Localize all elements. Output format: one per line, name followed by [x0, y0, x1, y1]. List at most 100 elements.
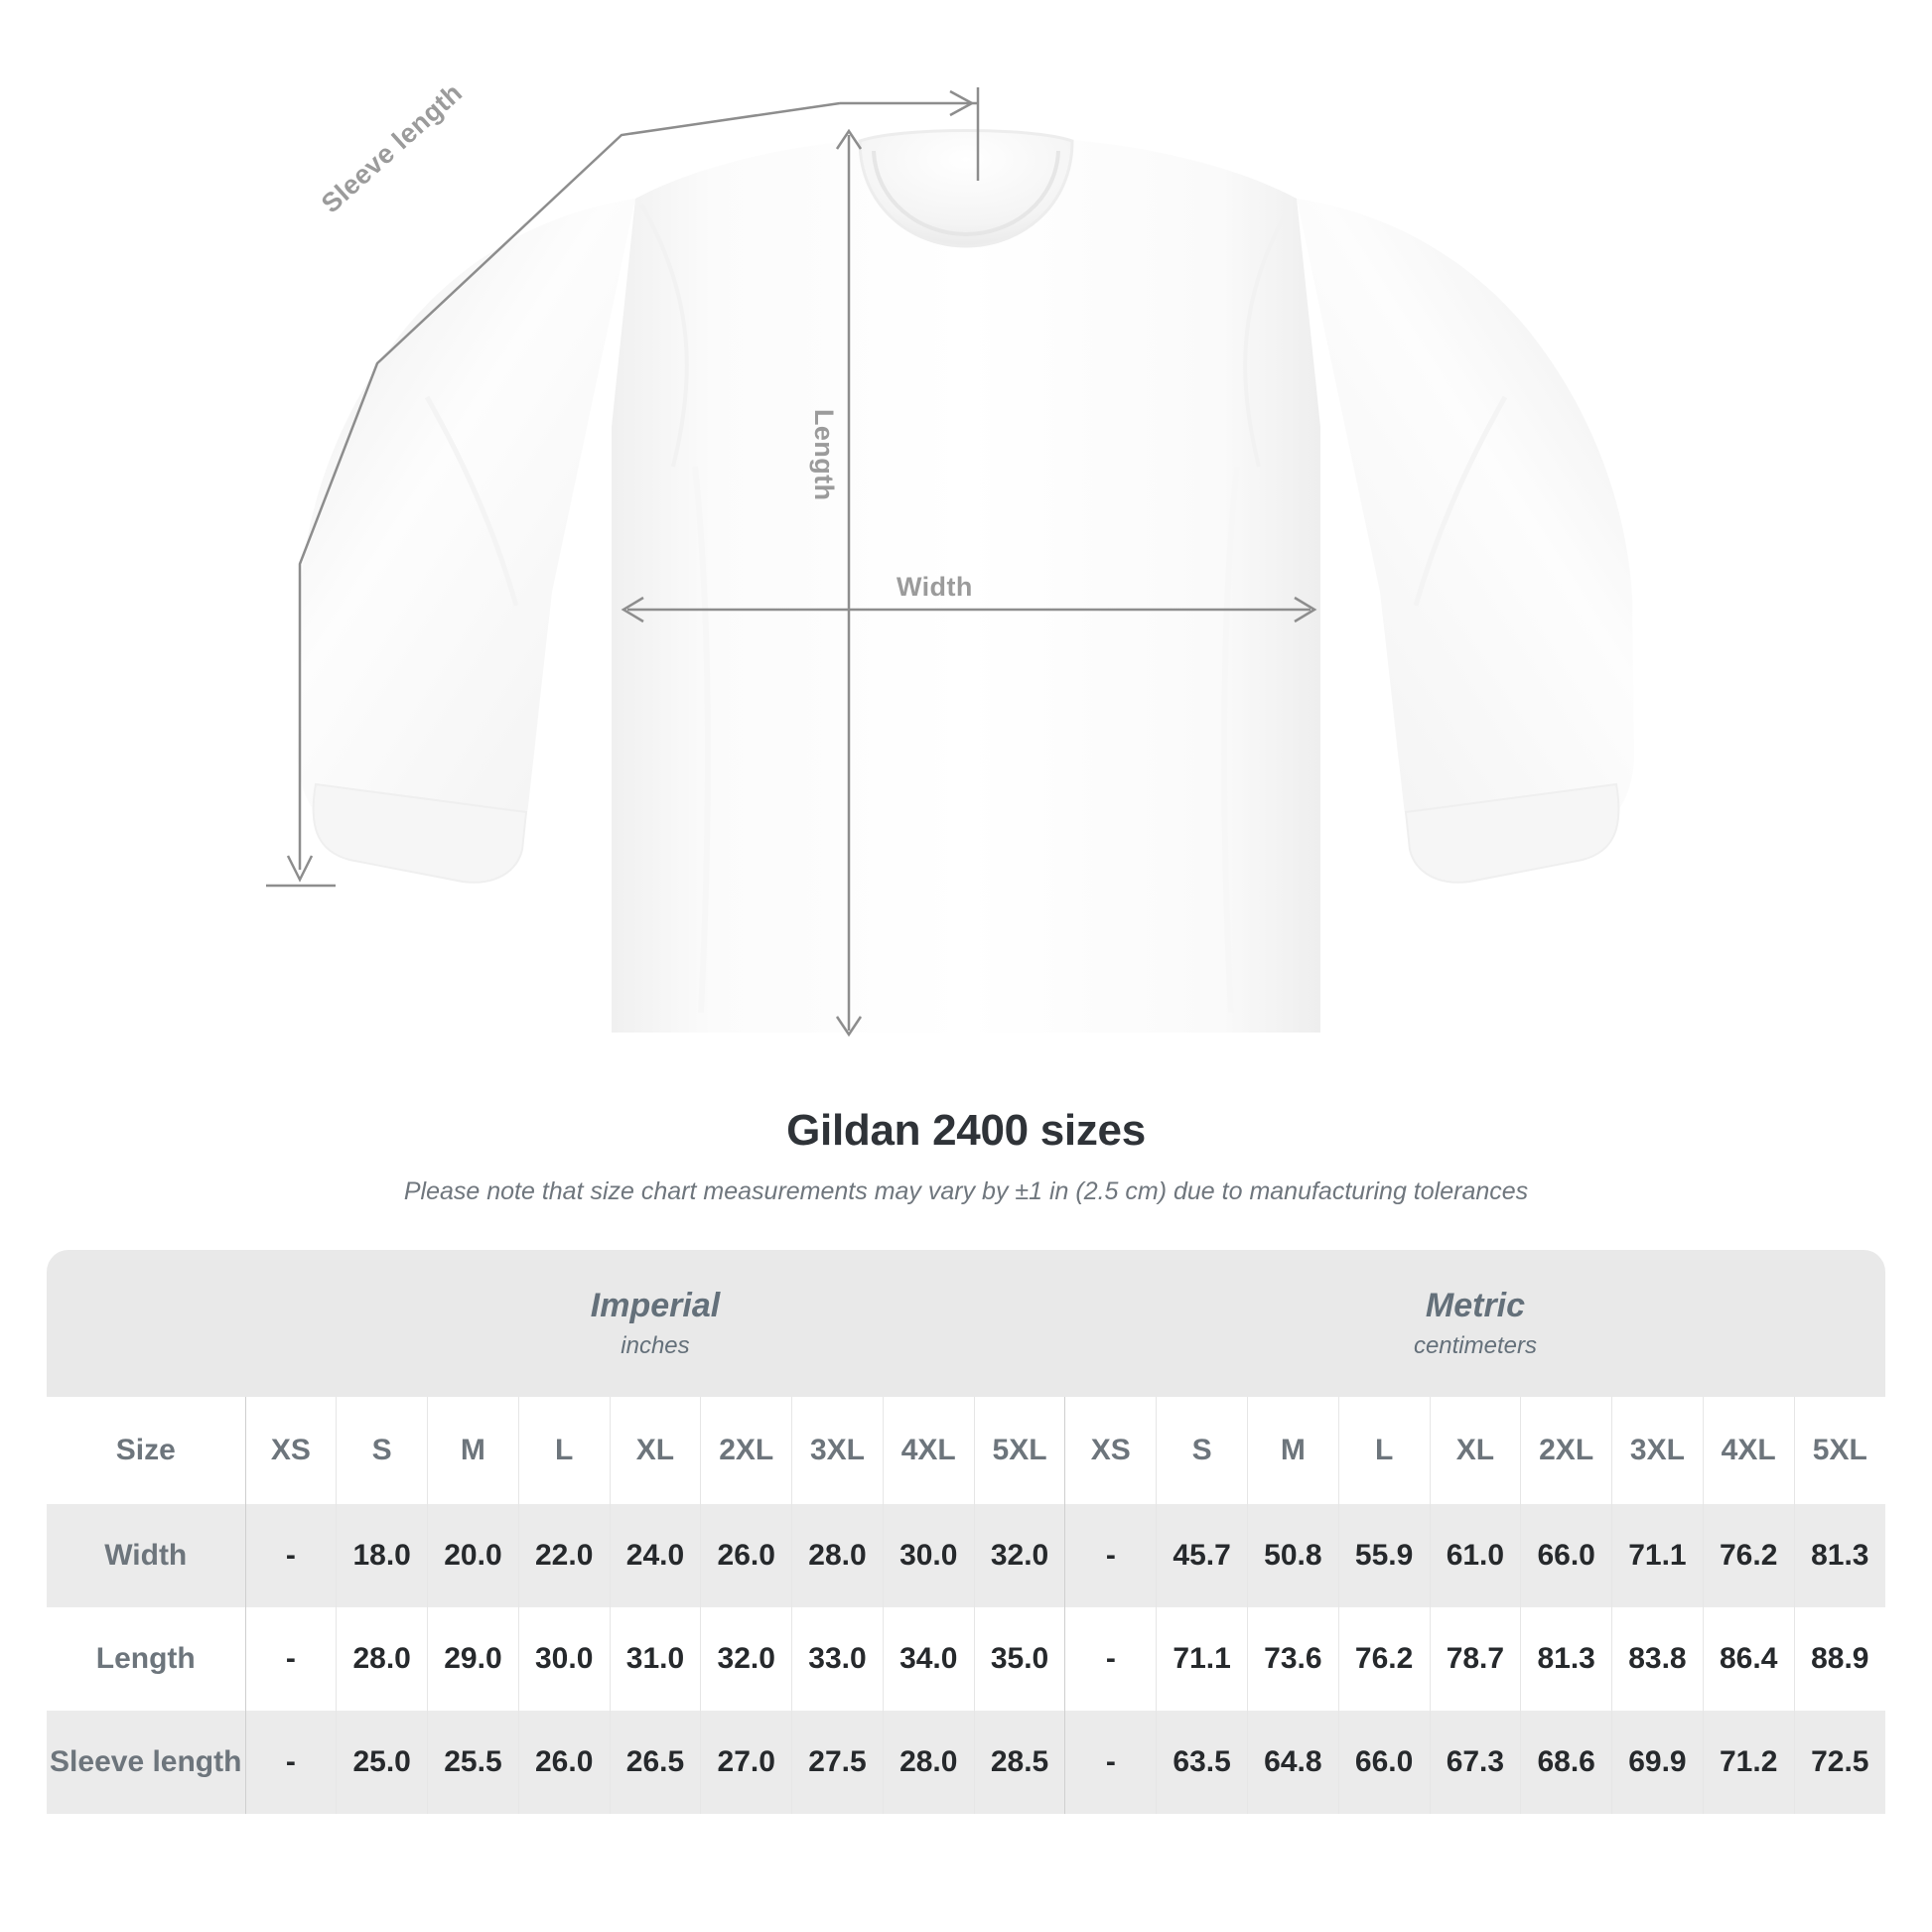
cell-width-imperial-s: 18.0: [336, 1504, 429, 1607]
row-label-width: Width: [47, 1504, 246, 1607]
size-header-3xl-metric: 3XL: [1611, 1397, 1704, 1504]
cell-sleeve-length-metric-4xl: 71.2: [1703, 1711, 1795, 1814]
sleeve-measure-line: [266, 87, 980, 888]
cell-sleeve-length-metric-m: 64.8: [1247, 1711, 1339, 1814]
length-measure-line: [835, 128, 863, 1037]
cell-length-metric-xl: 78.7: [1430, 1607, 1522, 1711]
cell-length-metric-5xl: 88.9: [1794, 1607, 1885, 1711]
cell-length-imperial-4xl: 34.0: [883, 1607, 975, 1711]
cell-width-metric-5xl: 81.3: [1794, 1504, 1885, 1607]
unit-name: centimeters: [1413, 1331, 1537, 1359]
cell-length-imperial-l: 30.0: [518, 1607, 611, 1711]
unit-corner-cell: [47, 1250, 246, 1397]
row-label-length: Length: [47, 1607, 246, 1711]
cell-width-imperial-xs: -: [245, 1504, 338, 1607]
size-header-xs-metric: XS: [1064, 1397, 1158, 1504]
cell-sleeve-length-imperial-3xl: 27.5: [791, 1711, 884, 1814]
tolerance-note: Please note that size chart measurements…: [403, 1177, 1529, 1205]
cell-width-imperial-l: 22.0: [518, 1504, 611, 1607]
cell-length-imperial-xs: -: [245, 1607, 338, 1711]
cell-length-metric-xs: -: [1064, 1607, 1158, 1711]
size-header-m-imperial: M: [427, 1397, 519, 1504]
unit-name: inches: [621, 1331, 690, 1359]
shirt-body-shape: [298, 129, 1634, 1033]
cell-sleeve-length-metric-s: 63.5: [1156, 1711, 1248, 1814]
unit-system-imperial: Imperial inches: [245, 1250, 1065, 1397]
cell-length-imperial-s: 28.0: [336, 1607, 429, 1711]
cell-width-metric-3xl: 71.1: [1611, 1504, 1704, 1607]
cell-sleeve-length-imperial-2xl: 27.0: [700, 1711, 793, 1814]
cell-sleeve-length-imperial-4xl: 28.0: [883, 1711, 975, 1814]
cell-width-metric-4xl: 76.2: [1703, 1504, 1795, 1607]
size-header-5xl-metric: 5XL: [1794, 1397, 1885, 1504]
cell-width-metric-xl: 61.0: [1430, 1504, 1522, 1607]
cell-width-imperial-5xl: 32.0: [974, 1504, 1066, 1607]
cell-length-imperial-5xl: 35.0: [974, 1607, 1066, 1711]
cell-width-metric-l: 55.9: [1338, 1504, 1431, 1607]
cell-width-imperial-xl: 24.0: [610, 1504, 702, 1607]
cell-sleeve-length-metric-xs: -: [1064, 1711, 1158, 1814]
page-title: Gildan 2400 sizes: [786, 1106, 1146, 1155]
cell-sleeve-length-metric-5xl: 72.5: [1794, 1711, 1885, 1814]
size-header-xl-imperial: XL: [610, 1397, 702, 1504]
cell-length-metric-l: 76.2: [1338, 1607, 1431, 1711]
cell-width-metric-xs: -: [1064, 1504, 1158, 1607]
cell-sleeve-length-metric-3xl: 69.9: [1611, 1711, 1704, 1814]
cell-sleeve-length-imperial-m: 25.5: [427, 1711, 519, 1814]
cell-length-metric-4xl: 86.4: [1703, 1607, 1795, 1711]
size-header-s-imperial: S: [336, 1397, 429, 1504]
cell-sleeve-length-imperial-xs: -: [245, 1711, 338, 1814]
cell-width-imperial-m: 20.0: [427, 1504, 519, 1607]
cell-sleeve-length-imperial-xl: 26.5: [610, 1711, 702, 1814]
cell-length-imperial-3xl: 33.0: [791, 1607, 884, 1711]
size-header-xl-metric: XL: [1430, 1397, 1522, 1504]
table-row: Length -28.0 29.0 30.0 31.0 32.0 33.0 34.0 35.0-…: [47, 1607, 1885, 1711]
length-label: Length: [809, 409, 839, 501]
cell-width-metric-s: 45.7: [1156, 1504, 1248, 1607]
size-header-4xl-metric: 4XL: [1703, 1397, 1795, 1504]
size-header-s-metric: S: [1156, 1397, 1248, 1504]
width-label: Width: [897, 572, 973, 602]
size-header-m-metric: M: [1247, 1397, 1339, 1504]
row-label-sleeve-length: Sleeve length: [47, 1711, 246, 1814]
cell-sleeve-length-metric-2xl: 68.6: [1520, 1711, 1613, 1814]
size-header-5xl-imperial: 5XL: [974, 1397, 1066, 1504]
cell-width-metric-m: 50.8: [1247, 1504, 1339, 1607]
shirt-diagram-svg: [266, 87, 1634, 1037]
cell-sleeve-length-imperial-5xl: 28.5: [974, 1711, 1066, 1814]
size-chart-table: Imperial inches Metric centimeters Size X…: [47, 1250, 1885, 1814]
unit-system-name: Imperial: [590, 1287, 721, 1325]
cell-sleeve-length-imperial-s: 25.0: [336, 1711, 429, 1814]
size-header-xs-imperial: XS: [245, 1397, 338, 1504]
cell-width-imperial-4xl: 30.0: [883, 1504, 975, 1607]
size-header-label: Size: [47, 1397, 246, 1504]
cell-width-metric-2xl: 66.0: [1520, 1504, 1613, 1607]
size-header-row: Size XS S M L XL 2XL 3XL 4XL 5XL XS S M L XL 2XL 3XL 4XL 5…: [47, 1397, 1885, 1504]
cell-length-imperial-m: 29.0: [427, 1607, 519, 1711]
cell-length-imperial-2xl: 32.0: [700, 1607, 793, 1711]
cell-sleeve-length-metric-l: 66.0: [1338, 1711, 1431, 1814]
cell-length-metric-s: 71.1: [1156, 1607, 1248, 1711]
size-header-3xl-imperial: 3XL: [791, 1397, 884, 1504]
unit-system-metric: Metric centimeters: [1064, 1250, 1885, 1397]
width-measure-line: [621, 596, 1317, 623]
cell-length-imperial-xl: 31.0: [610, 1607, 702, 1711]
size-header-2xl-metric: 2XL: [1520, 1397, 1613, 1504]
cell-width-imperial-2xl: 26.0: [700, 1504, 793, 1607]
cell-sleeve-length-imperial-l: 26.0: [518, 1711, 611, 1814]
size-header-l-metric: L: [1338, 1397, 1431, 1504]
cell-sleeve-length-metric-xl: 67.3: [1430, 1711, 1522, 1814]
cell-length-metric-m: 73.6: [1247, 1607, 1339, 1711]
cell-width-imperial-3xl: 28.0: [791, 1504, 884, 1607]
cell-length-metric-2xl: 81.3: [1520, 1607, 1613, 1711]
table-row: Width -18.0 20.0 22.0 24.0 26.0 28.0 30.0 32.0-4…: [47, 1504, 1885, 1607]
table-row: Sleeve length -25.0 25.5 26.0 26.5 27.0 27.5 28…: [47, 1711, 1885, 1814]
garment-illustration: Sleeve length Length Width: [266, 77, 1634, 1037]
unit-system-name: Metric: [1425, 1287, 1526, 1325]
size-header-2xl-imperial: 2XL: [700, 1397, 793, 1504]
chart-caption: Gildan 2400 sizes Please note that size …: [0, 1092, 1932, 1206]
size-header-4xl-imperial: 4XL: [883, 1397, 975, 1504]
size-header-l-imperial: L: [518, 1397, 611, 1504]
unit-system-row: Imperial inches Metric centimeters: [47, 1250, 1885, 1397]
size-table-container: Imperial inches Metric centimeters Size X…: [47, 1250, 1885, 1814]
